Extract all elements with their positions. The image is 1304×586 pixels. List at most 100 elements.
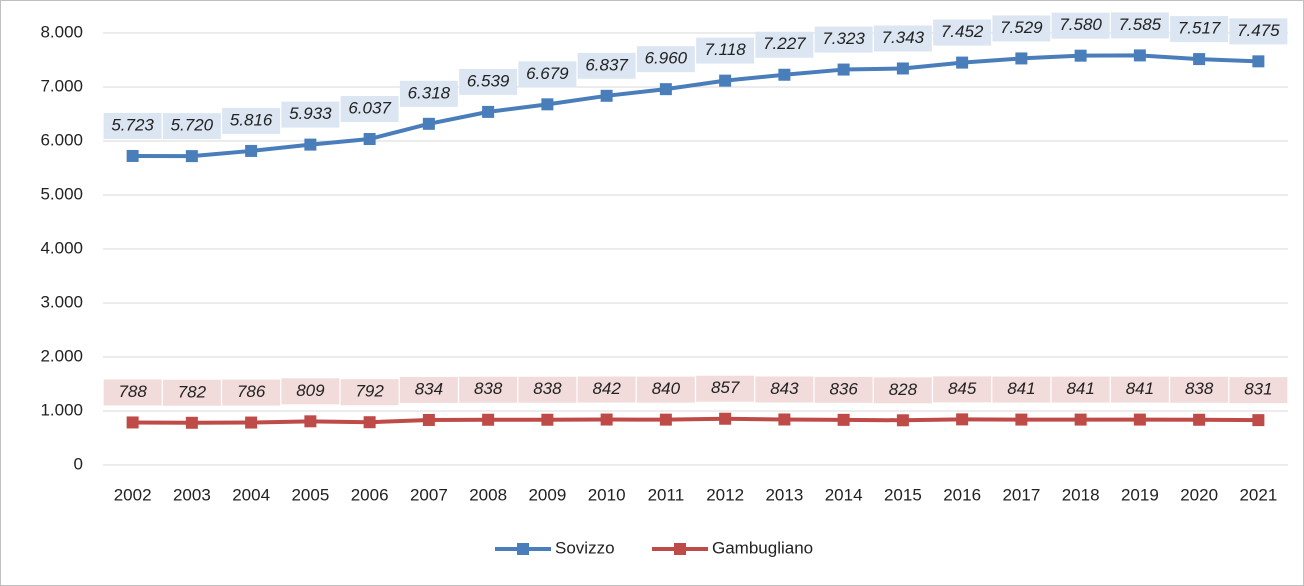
legend-label: Sovizzo <box>555 538 615 557</box>
point-marker <box>126 149 139 162</box>
x-tick-label: 2011 <box>648 485 685 504</box>
point-marker <box>363 416 376 429</box>
series-line <box>132 416 1259 425</box>
x-tick-label: 2020 <box>1180 485 1218 504</box>
data-label-bg <box>755 376 814 403</box>
point-marker <box>1193 53 1206 66</box>
data-label-bg <box>281 378 340 405</box>
data-label-bg <box>162 113 221 140</box>
data-label: 5.723 <box>111 115 154 134</box>
y-tick-label: 1.000 <box>40 400 83 419</box>
data-label-bg <box>1110 12 1169 39</box>
data-label: 5.933 <box>289 104 332 123</box>
data-label: 838 <box>533 379 562 398</box>
data-label: 831 <box>1244 380 1272 399</box>
point-marker <box>1193 413 1206 426</box>
x-tick-label: 2002 <box>114 485 152 504</box>
point-marker <box>600 413 613 426</box>
x-tick-label: 2021 <box>1239 485 1277 504</box>
x-tick-label: 2007 <box>410 485 448 504</box>
data-label-bg <box>103 379 162 406</box>
data-label-bg <box>992 15 1051 42</box>
point-marker <box>778 413 791 426</box>
y-tick-label: 6.000 <box>40 130 83 149</box>
legend-marker <box>674 543 686 555</box>
data-label-bg <box>696 375 755 402</box>
point-marker <box>1015 413 1028 426</box>
data-label-bg <box>696 37 755 64</box>
series-line <box>132 53 1259 159</box>
y-tick-label: 8.000 <box>40 22 83 41</box>
data-label-bg <box>1170 376 1229 403</box>
data-label: 6.960 <box>645 49 688 68</box>
data-label: 7.517 <box>1178 19 1221 38</box>
data-label: 782 <box>178 382 207 401</box>
point-marker <box>185 150 198 163</box>
data-label-bg <box>340 379 399 406</box>
data-label-bg <box>103 112 162 139</box>
data-label-bg <box>755 31 814 58</box>
data-label: 841 <box>1126 379 1154 398</box>
x-tick-label: 2003 <box>173 485 211 504</box>
data-label: 836 <box>829 379 858 398</box>
data-label-bg <box>577 52 636 79</box>
data-label-bg <box>222 107 281 134</box>
x-tick-label: 2005 <box>291 485 329 504</box>
data-label-bg <box>281 101 340 128</box>
point-marker <box>896 62 909 75</box>
point-marker <box>126 416 139 429</box>
point-marker <box>185 416 198 429</box>
x-tick-label: 2015 <box>884 485 922 504</box>
point-marker <box>659 83 672 96</box>
data-label: 841 <box>1007 379 1035 398</box>
data-label: 6.679 <box>526 64 569 83</box>
data-label-bg <box>577 376 636 403</box>
y-tick-label: 5.000 <box>40 184 83 203</box>
point-marker <box>1133 49 1146 62</box>
point-marker <box>1252 414 1265 427</box>
legend-label: Gambugliano <box>712 538 813 557</box>
data-label: 7.585 <box>1119 15 1162 34</box>
data-label: 7.580 <box>1059 15 1102 34</box>
point-marker <box>1133 413 1146 426</box>
data-label-bg <box>636 376 695 403</box>
x-tick-label: 2009 <box>528 485 566 504</box>
data-label-bg <box>873 25 932 52</box>
x-tick-label: 2004 <box>232 485 270 504</box>
data-label: 6.539 <box>467 71 510 90</box>
data-label-bg <box>1229 18 1288 45</box>
point-marker <box>482 413 495 426</box>
data-label: 841 <box>1066 379 1094 398</box>
legend-marker <box>517 543 529 555</box>
data-label: 6.318 <box>408 83 451 102</box>
data-label: 6.837 <box>585 55 628 74</box>
data-label: 857 <box>711 378 740 397</box>
data-label-bg <box>1051 376 1110 403</box>
point-marker <box>304 138 317 151</box>
data-label: 809 <box>296 381 325 400</box>
point-marker <box>304 415 317 428</box>
data-label: 834 <box>415 379 443 398</box>
point-marker <box>1252 55 1265 68</box>
point-marker <box>600 89 613 102</box>
point-marker <box>422 413 435 426</box>
data-label-bg <box>340 96 399 123</box>
data-label-bg <box>459 376 518 403</box>
x-tick-label: 2018 <box>1062 485 1100 504</box>
data-label: 7.227 <box>763 34 806 53</box>
x-tick-label: 2019 <box>1121 485 1159 504</box>
data-label: 788 <box>118 382 147 401</box>
data-label: 792 <box>355 382 384 401</box>
point-marker <box>719 412 732 425</box>
data-label-bg <box>636 46 695 73</box>
point-marker <box>659 413 672 426</box>
y-tick-label: 0 <box>74 454 83 473</box>
x-tick-label: 2012 <box>706 485 744 504</box>
data-label-bg <box>933 376 992 403</box>
data-label-bg <box>399 376 458 403</box>
data-label: 838 <box>1185 379 1214 398</box>
data-label-bg <box>933 19 992 46</box>
data-label-bg <box>1051 12 1110 39</box>
x-tick-label: 2006 <box>351 485 389 504</box>
data-label: 838 <box>474 379 503 398</box>
